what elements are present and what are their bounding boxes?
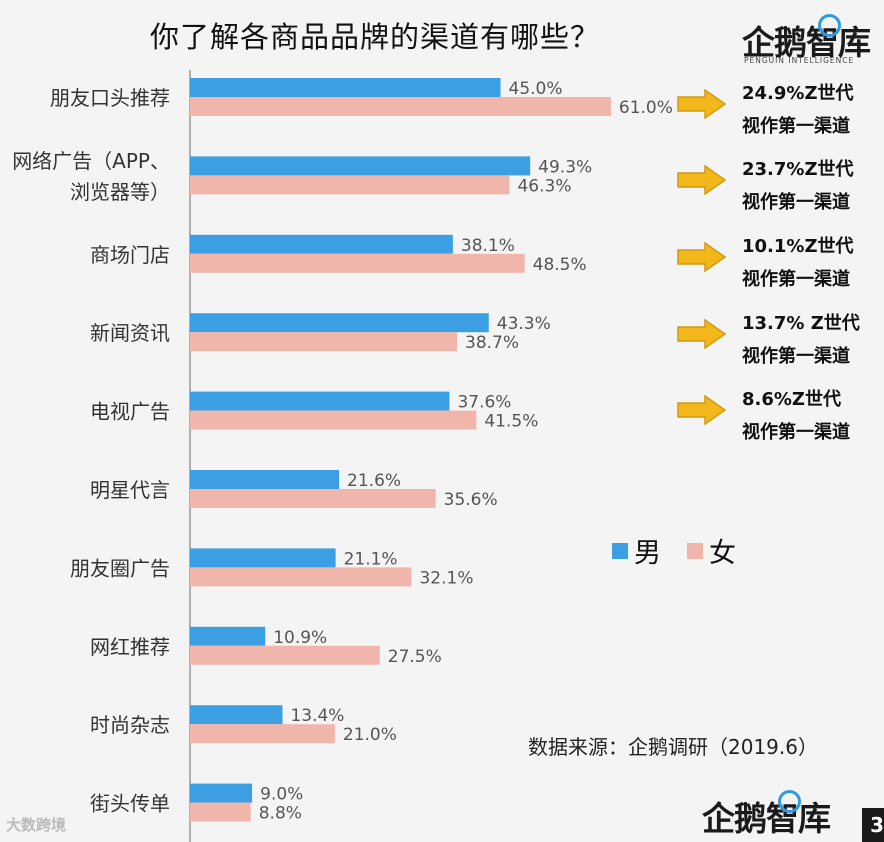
watermark: 大数跨境 xyxy=(6,816,67,834)
logo-top: 企鹅智库 PENGUIN INTELLIGENCE xyxy=(742,10,880,70)
legend-label-male: 男 xyxy=(634,538,661,569)
bar-female xyxy=(190,724,335,744)
data-label-female: 8.8% xyxy=(259,804,302,824)
legend: 男 女 xyxy=(612,531,752,570)
data-label-female: 21.0% xyxy=(343,725,397,745)
category-label: 商场门店 xyxy=(90,243,170,267)
data-label-female: 35.6% xyxy=(444,490,498,510)
chart-title: 你了解各商品品牌的渠道有哪些？ xyxy=(150,20,601,54)
data-label-male: 38.1% xyxy=(461,236,515,256)
bar-female xyxy=(190,567,412,587)
bar-male xyxy=(190,391,450,411)
category-label: 朋友口头推荐 xyxy=(50,86,170,110)
category-label: 新闻资讯 xyxy=(90,321,170,345)
data-label-female: 38.7% xyxy=(465,333,519,353)
legend-swatch-female xyxy=(687,542,703,559)
arrow-right-icon xyxy=(677,319,727,349)
data-label-female: 27.5% xyxy=(388,647,442,667)
data-label-male: 45.0% xyxy=(509,79,563,99)
logo-name-bottom: 企鹅智库 xyxy=(702,799,831,838)
note-line1: 23.7%Z世代 xyxy=(742,159,854,180)
bar-male xyxy=(190,626,266,646)
note-line1: 13.7% Z世代 xyxy=(742,313,860,334)
data-label-male: 21.1% xyxy=(344,549,398,569)
page-number: 3 xyxy=(862,808,884,842)
data-label-female: 46.3% xyxy=(517,176,571,196)
legend-label-female: 女 xyxy=(709,538,736,569)
data-label-female: 48.5% xyxy=(533,255,587,275)
legend-swatch-male xyxy=(612,542,628,559)
note-line2: 视作第一渠道 xyxy=(742,269,850,290)
arrow-right-icon xyxy=(677,165,727,195)
bar-female xyxy=(190,802,251,822)
bar-female xyxy=(190,253,525,273)
data-label-male: 43.3% xyxy=(497,314,551,334)
bar-female xyxy=(190,489,436,508)
legend-item-female: 女 xyxy=(687,531,736,570)
arrow-right-icon xyxy=(677,395,727,425)
note: 23.7%Z世代 视作第一渠道 xyxy=(742,153,882,219)
category-label: 电视广告 xyxy=(90,400,170,424)
bar-male xyxy=(190,548,336,568)
data-label-female: 61.0% xyxy=(619,98,673,118)
data-label-female: 32.1% xyxy=(419,568,473,588)
note-line1: 8.6%Z世代 xyxy=(742,389,841,410)
category-label: 朋友圈广告 xyxy=(70,556,170,580)
note-line2: 视作第一渠道 xyxy=(742,192,850,213)
bar-male xyxy=(190,78,501,97)
bar-male xyxy=(190,234,453,254)
data-label-female: 41.5% xyxy=(484,412,538,432)
arrow-right-icon xyxy=(677,242,727,272)
data-label-male: 21.6% xyxy=(347,471,401,491)
bar-male xyxy=(190,313,489,333)
bar-female xyxy=(190,175,510,195)
logo-ring-bottom-icon xyxy=(778,790,801,813)
logo-name: 企鹅智库 xyxy=(742,23,871,62)
category-label: 街头传单 xyxy=(90,792,170,816)
data-label-male: 10.9% xyxy=(273,628,327,648)
note-line2: 视作第一渠道 xyxy=(742,422,850,443)
note: 13.7% Z世代 视作第一渠道 xyxy=(742,307,882,373)
data-source: 数据来源：企鹅调研（2019.6） xyxy=(528,735,818,759)
note: 10.1%Z世代 视作第一渠道 xyxy=(742,230,882,296)
category-label: 浏览器等） xyxy=(70,180,170,204)
arrow-right-icon xyxy=(677,89,727,119)
category-label: 明星代言 xyxy=(90,478,170,502)
note-line2: 视作第一渠道 xyxy=(742,116,850,137)
note-line1: 24.9%Z世代 xyxy=(742,83,854,104)
logo-bottom: 企鹅智库 xyxy=(702,786,842,838)
legend-item-male: 男 xyxy=(612,531,661,570)
bar-male xyxy=(190,470,340,489)
category-label: 网红推荐 xyxy=(90,635,170,659)
data-label-male: 13.4% xyxy=(290,706,344,726)
logo-ring-icon xyxy=(818,14,841,37)
category-label: 网络广告（APP、 xyxy=(12,149,170,173)
logo-tagline: PENGUIN INTELLIGENCE xyxy=(744,56,855,65)
note: 24.9%Z世代 视作第一渠道 xyxy=(742,77,882,143)
bar-male xyxy=(190,156,531,176)
category-label: 时尚杂志 xyxy=(90,713,170,737)
bar-male xyxy=(190,783,253,803)
bar-female xyxy=(190,410,477,430)
note-line1: 10.1%Z世代 xyxy=(742,236,854,257)
bar-female xyxy=(190,645,380,665)
bar-female xyxy=(190,97,611,116)
note: 8.6%Z世代 视作第一渠道 xyxy=(742,383,882,449)
note-line2: 视作第一渠道 xyxy=(742,346,850,367)
data-label-male: 49.3% xyxy=(538,157,592,177)
bar-female xyxy=(190,332,458,352)
data-label-male: 37.6% xyxy=(457,393,511,413)
bar-male xyxy=(190,705,283,725)
data-label-male: 9.0% xyxy=(260,785,303,805)
